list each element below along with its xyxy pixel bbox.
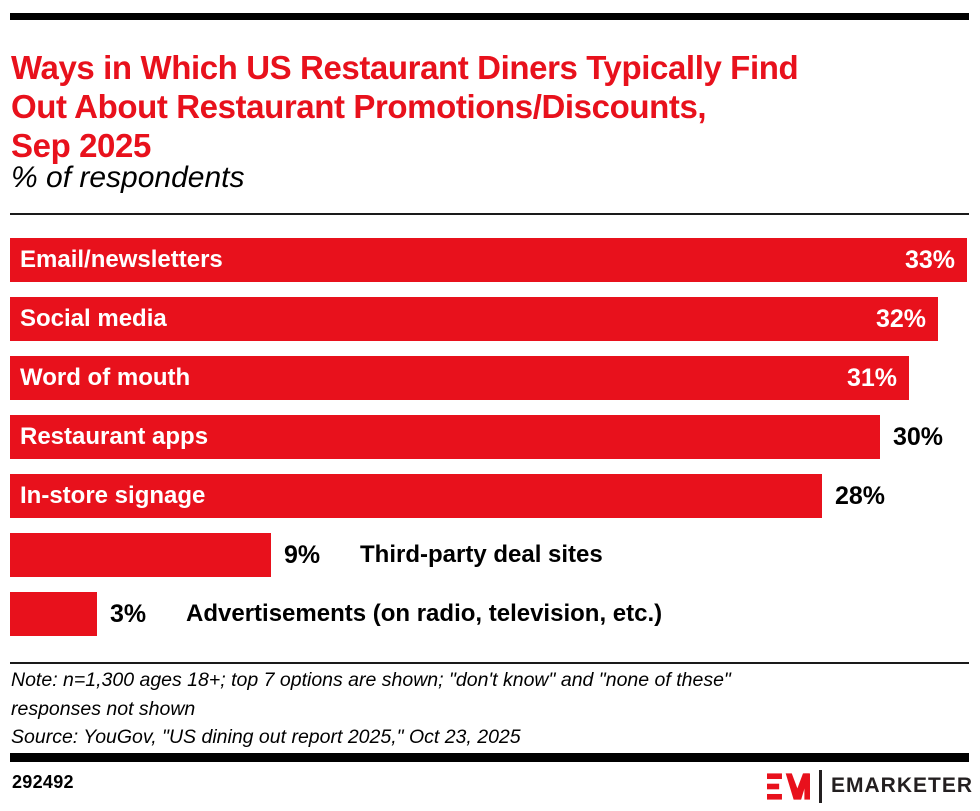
bar-chart: Email/newsletters 33% Social media 32% Word … <box>10 238 970 636</box>
bar-value-label: 28% <box>835 482 886 510</box>
chart-title-line: Out About Restaurant Promotions/Discount… <box>11 88 707 126</box>
header-divider <box>10 213 969 215</box>
bar: In-store signage <box>10 474 822 518</box>
emarketer-em-icon <box>766 772 810 800</box>
note-text: responses not shown <box>11 697 196 720</box>
chart-id: 292492 <box>12 772 74 792</box>
bar-row: 9% Third-party deal sites <box>10 533 970 577</box>
bar-row: Word of mouth 31% <box>10 356 970 400</box>
bar <box>10 592 97 636</box>
logo-divider <box>818 769 822 803</box>
source-text: Source: YouGov, "US dining out report 20… <box>11 726 521 748</box>
top-rule <box>10 13 969 20</box>
bar-value-label: 3% <box>110 600 147 628</box>
bar-category-label: Word of mouth <box>20 364 191 391</box>
bar-category-label: In-store signage <box>20 482 206 509</box>
chart-title-line: Sep 2025 <box>11 127 151 165</box>
bottom-rule <box>10 753 969 762</box>
bar <box>10 533 271 577</box>
bar-row: 3% Advertisements (on radio, television, … <box>10 592 970 636</box>
footnote: Note: n=1,300 ages 18+; top 7 options ar… <box>11 666 961 752</box>
emarketer-logo: EMARKETER <box>766 768 973 804</box>
bar-value-label: 31% <box>846 364 897 392</box>
bar: Word of mouth 31% <box>10 356 909 400</box>
bar-row: Social media 32% <box>10 297 970 341</box>
bar-value-label: 30% <box>893 423 944 451</box>
bar-category-label: Advertisements (on radio, television, et… <box>186 600 663 627</box>
note-text: Note: n=1,300 ages 18+; top 7 options ar… <box>11 669 731 691</box>
chart-subtitle: % of respondents <box>11 161 245 194</box>
bar-category-label: Restaurant apps <box>20 423 209 450</box>
bar-value-label: 32% <box>875 305 926 333</box>
bar-value-label: 9% <box>284 541 321 569</box>
bar-row: In-store signage 28% <box>10 474 970 518</box>
bar-value-label: 33% <box>904 246 955 274</box>
bar-category-label: Email/newsletters <box>20 246 223 273</box>
bar: Email/newsletters 33% <box>10 238 967 282</box>
footnote-divider <box>10 662 969 664</box>
bar-category-label: Third-party deal sites <box>360 541 603 568</box>
bar-category-label: Social media <box>20 305 167 332</box>
bar-row: Email/newsletters 33% <box>10 238 970 282</box>
bar-row: Restaurant apps 30% <box>10 415 970 459</box>
chart-title-line: Ways in Which US Restaurant Diners Typic… <box>11 49 799 87</box>
chart-title: Ways in Which US Restaurant Diners Typic… <box>11 48 971 165</box>
brand-name: EMARKETER <box>830 774 973 797</box>
bar: Social media 32% <box>10 297 938 341</box>
bar: Restaurant apps <box>10 415 880 459</box>
